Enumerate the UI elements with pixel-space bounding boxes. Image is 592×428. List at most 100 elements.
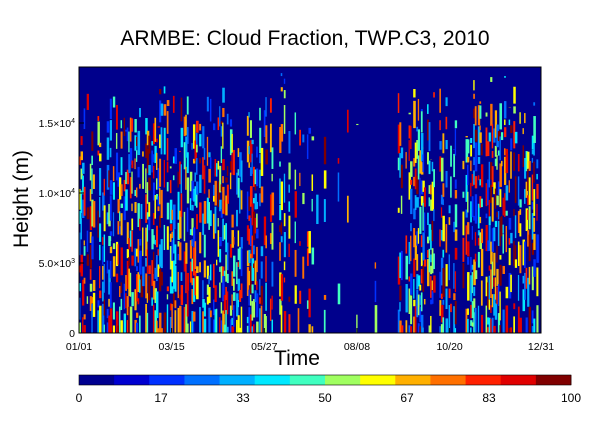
cloud-cell	[416, 140, 419, 159]
cloud-cell	[467, 191, 469, 213]
cloud-cell	[166, 182, 169, 192]
cloud-cell	[485, 276, 488, 297]
cloud-cell	[450, 303, 452, 313]
cloud-cell	[299, 129, 301, 146]
cloud-cell	[417, 294, 420, 316]
cloud-cell	[191, 278, 194, 286]
cloud-cell	[231, 317, 233, 325]
cloud-cell	[490, 269, 492, 298]
cloud-cell	[533, 116, 536, 143]
cloud-cell	[430, 276, 432, 298]
cloud-cell	[493, 294, 496, 316]
cloud-cell	[112, 182, 115, 200]
cloud-cell	[256, 168, 259, 187]
cloud-cell	[172, 175, 175, 181]
cloud-cell	[91, 155, 93, 166]
cloud-cell	[499, 217, 501, 247]
cloud-cell	[208, 152, 211, 158]
cloud-cell	[473, 298, 476, 308]
cloud-cell	[399, 153, 401, 178]
cloud-cell	[249, 253, 253, 259]
cloud-cell	[410, 161, 413, 177]
cloud-cell	[513, 121, 516, 149]
cloud-cell	[217, 230, 220, 257]
cloud-cell	[491, 317, 494, 333]
cloud-cell	[471, 196, 474, 218]
cloud-cell	[454, 179, 457, 189]
cloud-cell	[148, 202, 151, 217]
cloud-cell	[134, 135, 137, 151]
cloud-cell	[146, 293, 149, 303]
cloud-cell	[154, 267, 157, 279]
cloud-cell	[442, 215, 445, 242]
cloud-cell	[180, 164, 182, 194]
cloud-cell	[186, 177, 190, 204]
cloud-cell	[522, 275, 525, 284]
cloud-cell	[254, 217, 257, 234]
cloud-cell	[410, 326, 413, 333]
cloud-cell	[219, 266, 221, 272]
cloud-cell	[477, 175, 480, 181]
cloud-cell	[410, 295, 413, 325]
cloud-cell	[440, 157, 444, 182]
cloud-cell	[280, 274, 284, 301]
cloud-cell	[531, 213, 534, 240]
cloud-cell	[108, 315, 111, 333]
cloud-cell	[180, 272, 183, 281]
cloud-cell	[494, 277, 497, 300]
cloud-cell	[500, 216, 503, 237]
cloud-cell	[199, 174, 202, 193]
cloud-cell	[410, 223, 412, 232]
cloud-cell	[490, 241, 493, 265]
cloud-cell	[269, 123, 272, 153]
cloud-cell	[131, 160, 134, 169]
colorbar-swatch	[149, 375, 185, 385]
cloud-cell	[488, 216, 491, 226]
cloud-cell	[156, 178, 158, 190]
cloud-cell	[99, 153, 102, 162]
cloud-cell	[134, 248, 137, 267]
cloud-cell	[454, 204, 458, 228]
cloud-cell	[199, 134, 202, 147]
cloud-cell	[152, 123, 156, 145]
cloud-cell	[428, 185, 431, 194]
cloud-cell	[493, 227, 496, 242]
cloud-cell	[134, 201, 137, 213]
cloud-cell	[117, 221, 120, 235]
cloud-cell	[236, 319, 238, 333]
cloud-cell	[137, 239, 140, 263]
cloud-cell	[192, 124, 196, 149]
cloud-cell	[454, 128, 457, 156]
cloud-cell	[254, 260, 257, 285]
cloud-cell	[91, 236, 94, 260]
colorbar-tick-label: 0	[76, 391, 83, 405]
cloud-cell	[146, 148, 149, 174]
cloud-cell	[120, 157, 123, 176]
cloud-cell	[112, 256, 116, 277]
cloud-cell	[260, 305, 263, 333]
cloud-cell	[142, 151, 144, 157]
x-tick-label: 10/20	[436, 341, 462, 353]
cloud-cell	[405, 152, 407, 169]
cloud-cell	[477, 105, 481, 126]
cloud-cell	[470, 138, 473, 144]
cloud-cell	[533, 102, 536, 106]
cloud-cell	[160, 103, 164, 116]
cloud-cell	[112, 302, 115, 320]
cloud-cell	[251, 203, 254, 226]
cloud-cell	[256, 146, 258, 158]
cloud-cell	[422, 232, 425, 261]
cloud-cell	[199, 202, 202, 223]
cloud-cell	[222, 186, 225, 214]
cloud-cell	[473, 80, 475, 91]
cloud-cell	[502, 224, 504, 234]
cloud-cell	[154, 117, 157, 142]
cloud-cell	[169, 233, 172, 242]
cloud-cell	[477, 237, 481, 246]
cloud-cell	[191, 180, 194, 201]
cloud-cell	[253, 324, 255, 333]
cloud-cell	[450, 145, 452, 167]
cloud-cell	[192, 247, 195, 276]
cloud-cell	[97, 121, 100, 146]
cloud-cell	[414, 142, 417, 163]
